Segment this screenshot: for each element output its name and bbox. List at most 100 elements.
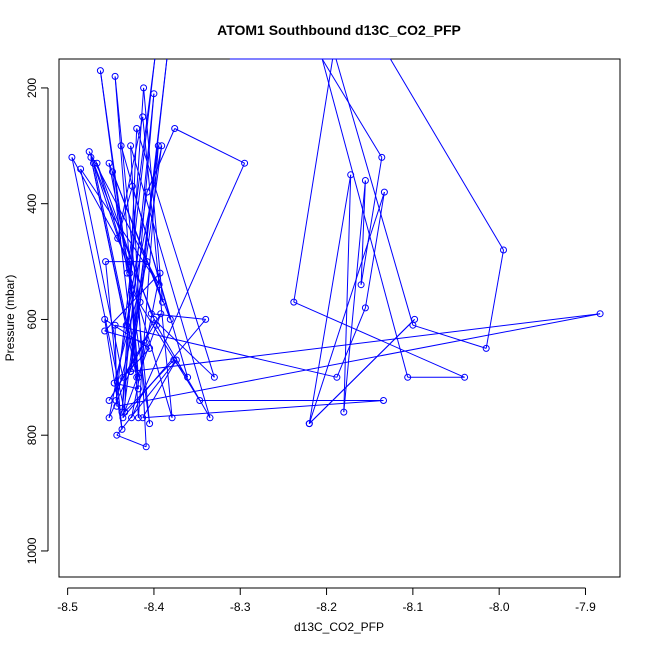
data-point: [155, 281, 163, 289]
data-point: [118, 425, 126, 433]
data-point: [105, 414, 113, 422]
data-point: [96, 67, 104, 75]
data-point: [171, 125, 179, 132]
data-point: [111, 72, 119, 80]
series-segment: [121, 87, 145, 413]
data-point: [127, 368, 135, 375]
series-segment: [116, 434, 147, 448]
series-segment: [174, 128, 245, 164]
data-point: [68, 153, 76, 161]
series-segment: [131, 290, 201, 401]
chart-title: ATOM1 Southbound d13C_CO2_PFP: [217, 22, 461, 38]
series-segment: [343, 180, 366, 413]
series-segment: [142, 116, 173, 418]
x-tick-label: -8.4: [144, 600, 165, 614]
data-point: [105, 397, 113, 404]
data-point: [150, 90, 158, 98]
series-segment: [412, 324, 487, 349]
series-segment: [122, 145, 159, 418]
data-point: [361, 177, 369, 184]
series-segment: [293, 301, 465, 378]
series-segment: [71, 157, 131, 262]
series-segment: [336, 307, 366, 378]
series-line: [71, 58, 601, 448]
data-point: [127, 142, 135, 150]
y-axis-label: Pressure (mbar): [3, 275, 17, 362]
data-point: [123, 269, 131, 277]
series-segment: [360, 180, 366, 285]
x-tick-label: -8.1: [403, 600, 424, 614]
x-tick-label: -8.2: [316, 600, 337, 614]
data-point: [157, 310, 165, 318]
data-point: [119, 373, 127, 381]
x-axis-label: d13C_CO2_PFP: [294, 620, 384, 634]
data-point: [101, 327, 109, 335]
data-point: [409, 321, 417, 329]
data-point: [146, 344, 154, 352]
series-segment: [114, 382, 139, 390]
x-tick-label: -8.5: [57, 600, 78, 614]
data-point: [121, 408, 129, 416]
series-segment: [130, 313, 601, 372]
data-point: [113, 402, 121, 410]
data-point: [596, 310, 604, 318]
data-point: [340, 408, 348, 416]
data-point: [136, 298, 144, 306]
series-segment: [90, 157, 127, 326]
data-point: [154, 142, 162, 150]
data-point: [102, 258, 110, 266]
series-segment: [360, 157, 383, 285]
y-tick-label: 1000: [25, 537, 39, 564]
data-point: [241, 159, 249, 167]
data-point: [105, 159, 113, 167]
data-point: [210, 373, 218, 381]
series-segment: [308, 174, 352, 424]
data-point: [378, 153, 386, 161]
series-segment: [321, 58, 409, 378]
series-segment: [88, 151, 157, 326]
data-point: [156, 269, 164, 277]
data-point: [357, 281, 365, 289]
x-axis: -8.5 -8.4 -8.3 -8.2 -8.1 -8.0 -7.9: [57, 587, 596, 614]
data-point: [85, 148, 93, 156]
data-point: [150, 315, 158, 323]
data-point: [461, 373, 469, 381]
series-segment: [485, 249, 504, 349]
data-point: [168, 414, 176, 422]
x-tick-label: -7.9: [575, 600, 596, 614]
data-point: [90, 159, 97, 167]
series-segment: [142, 400, 384, 419]
series-segment: [136, 128, 215, 378]
data-point: [126, 269, 134, 277]
data-point: [111, 321, 119, 329]
data-point: [133, 125, 141, 132]
series-segment: [321, 58, 383, 158]
data-point: [140, 84, 148, 92]
data-point: [202, 315, 210, 323]
data-point: [361, 304, 369, 312]
data-point: [114, 234, 122, 242]
data-point: [134, 385, 142, 393]
data-point: [380, 188, 388, 196]
data-point: [500, 246, 507, 254]
data-point: [206, 414, 214, 422]
series-segment: [117, 116, 144, 239]
data-point: [143, 188, 151, 196]
data-point: [128, 182, 136, 190]
series-segment: [116, 313, 601, 407]
y-tick-label: 400: [25, 193, 39, 213]
data-point: [159, 298, 167, 306]
data-point: [141, 339, 149, 347]
series-segment: [114, 324, 338, 378]
data-point: [172, 356, 180, 364]
series-segment: [151, 313, 206, 320]
series-segment: [117, 186, 133, 239]
data-point: [113, 431, 121, 439]
y-tick-label: 800: [25, 425, 39, 445]
data-point: [142, 443, 150, 451]
series-segment: [112, 171, 164, 303]
series-points: [68, 67, 604, 451]
data-point: [290, 298, 298, 306]
series-segment: [156, 324, 211, 419]
data-point: [139, 414, 147, 422]
